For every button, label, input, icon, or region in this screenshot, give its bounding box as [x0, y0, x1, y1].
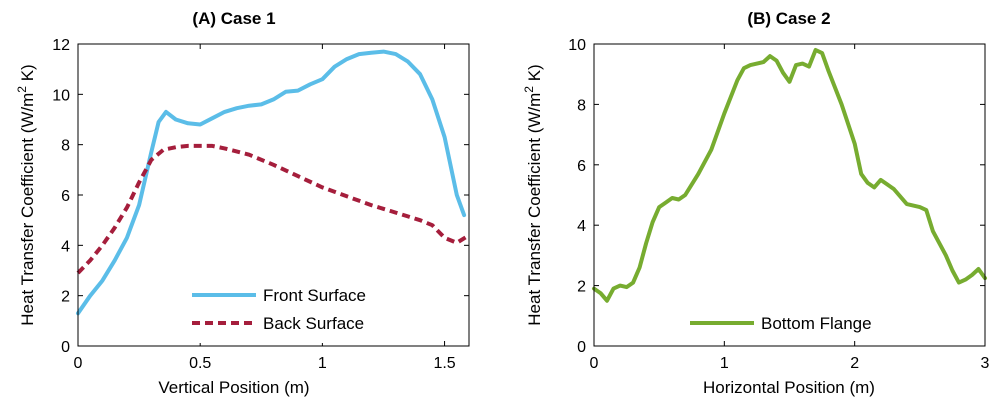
- x-axis-label: Vertical Position (m): [158, 378, 309, 397]
- x-tick-label: 1: [720, 355, 729, 372]
- y-tick-label: 12: [52, 37, 70, 54]
- y-tick-label: 8: [61, 138, 70, 155]
- x-axis-label: Horizontal Position (m): [703, 378, 875, 397]
- series-line-front-surface: [76, 49, 467, 316]
- legend-box: [178, 279, 399, 343]
- legend: Front Surface Back Surface: [178, 279, 399, 343]
- y-tick-label: 0: [577, 339, 586, 356]
- y-tick-label: 0: [61, 339, 70, 356]
- y-tick-label: 4: [61, 238, 70, 255]
- legend: Bottom Flange: [678, 307, 914, 341]
- y-tick-label: 2: [577, 279, 586, 296]
- y-tick-label: 6: [577, 158, 586, 175]
- series-line-back-surface: [76, 143, 471, 275]
- legend-label-back-surface: Back Surface: [263, 314, 364, 333]
- y-axis-label: Heat Transfer Coefficient (W/m2 K): [15, 64, 37, 325]
- legend-label-front-surface: Front Surface: [263, 286, 366, 305]
- plot-frame: [77, 43, 470, 347]
- y-tick-label: 6: [61, 188, 70, 205]
- y-tick-label: 2: [61, 289, 70, 306]
- y-axis-label: Heat Transfer Coefficient (W/m2 K): [522, 64, 544, 325]
- x-tick-label: 1.5: [433, 355, 455, 372]
- tick-labels: 0 0.5 1 1.5 0 2 4 6 8 10 12: [52, 37, 469, 372]
- plot-frame: [593, 43, 986, 347]
- series-group: [592, 48, 987, 303]
- x-tick-label: 1: [318, 355, 327, 372]
- x-tick-label: 0: [74, 355, 83, 372]
- panel-case-1: (A) Case 1 0 0.5 1 1.5 0 2 4 6 8 10 12 Vertical Po…: [15, 9, 471, 397]
- x-tick-label: 2: [850, 355, 859, 372]
- y-tick-label: 10: [52, 87, 70, 104]
- legend-label-bottom-flange: Bottom Flange: [761, 314, 872, 333]
- y-tick-label: 10: [568, 37, 586, 54]
- y-tick-label: 8: [577, 97, 586, 114]
- y-tick-label: 4: [577, 218, 586, 235]
- chart-title: (B) Case 2: [747, 9, 830, 28]
- x-tick-label: 0: [590, 355, 599, 372]
- series-group: [76, 49, 471, 316]
- panel-case-2: (B) Case 2 0 1 2 3 0 2 4 6 8 10 Horizontal Positi…: [522, 9, 989, 397]
- series-line-bottom-flange: [592, 48, 987, 303]
- x-tick-label: 0.5: [189, 355, 211, 372]
- x-tick-label: 3: [981, 355, 989, 372]
- chart-title: (A) Case 1: [192, 9, 275, 28]
